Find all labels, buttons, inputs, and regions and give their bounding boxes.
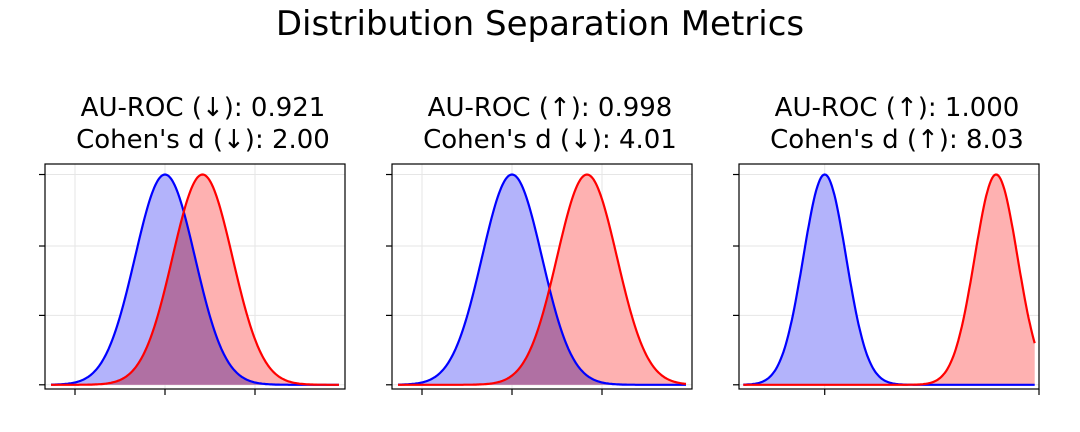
density-fill-class-b [398,174,686,385]
axes-frame [738,163,1040,390]
axes-frame [44,163,346,390]
density-line-class-b [51,173,339,386]
panel-title-cohens-d: Cohen's d (↓): 4.01 [423,125,677,155]
density-plot [39,163,346,395]
panel-title-auroc: AU-ROC (↓): 0.921 [80,93,326,123]
density-line-class-b [743,173,1036,386]
chart-panel-3: AU-ROC (↑): 1.000 Cohen's d (↑): 8.03 [727,92,1067,412]
density-overlap [51,213,339,385]
figure-title: Distribution Separation Metrics [275,4,805,44]
density-fill-class-a [398,174,686,385]
density-line-class-a [398,173,686,386]
chart-panel-2: AU-ROC (↑): 0.998 Cohen's d (↓): 4.01 [380,92,720,412]
density-line-class-a [743,173,1035,386]
density-fill-class-a [743,174,1035,385]
chart-panel-1: AU-ROC (↓): 0.921 Cohen's d (↓): 2.00 [33,92,373,412]
density-plot [386,163,693,395]
density-line-class-a [51,173,339,386]
panel-title-cohens-d: Cohen's d (↑): 8.03 [770,125,1024,155]
panel-title-auroc: AU-ROC (↑): 0.998 [427,93,673,123]
panel-title-cohens-d: Cohen's d (↓): 2.00 [76,125,330,155]
panel-title-auroc: AU-ROC (↑): 1.000 [774,93,1020,123]
axes-frame [391,163,693,390]
density-line-class-b [398,173,687,386]
density-fill-class-b [743,174,1035,385]
density-overlap [398,289,686,385]
density-plot [733,163,1040,395]
